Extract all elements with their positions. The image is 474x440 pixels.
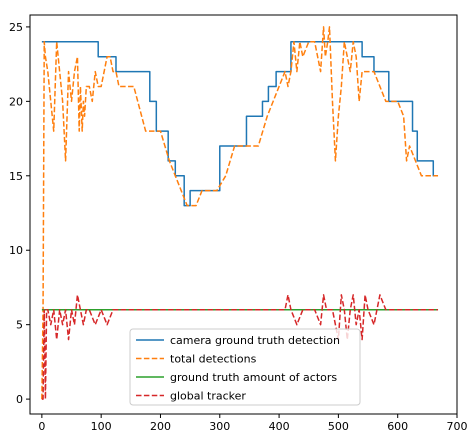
y-tick-label: 15: [9, 170, 23, 183]
series-layer: [41, 26, 439, 400]
y-tick-label: 0: [16, 393, 23, 406]
legend-label-4: global tracker: [170, 390, 246, 403]
x-tick-label: 200: [150, 420, 171, 433]
y-tick-label: 10: [9, 244, 23, 257]
series-line-1: [41, 41, 439, 207]
x-tick-label: 0: [38, 420, 45, 433]
x-tick-label: 700: [447, 420, 468, 433]
x-tick-label: 600: [387, 420, 408, 433]
legend-box: [129, 328, 361, 406]
series-line-4: [41, 294, 439, 400]
x-tick-label: 400: [269, 420, 290, 433]
y-tick-label: 5: [16, 319, 23, 332]
legend-label-1: camera ground truth detection: [170, 334, 340, 347]
y-tick-label: 20: [9, 95, 23, 108]
series-line-2: [41, 26, 439, 400]
x-tick-label: 100: [91, 420, 112, 433]
x-tick-label: 300: [209, 420, 230, 433]
legend-label-2: total detections: [170, 353, 257, 366]
x-tick-label: 500: [328, 420, 349, 433]
ticks-layer: 0 100 200 300 400 500 600 700 0 5 10 15 20 25: [9, 21, 468, 433]
y-tick-label: 25: [9, 21, 23, 34]
axes-frame: [29, 14, 458, 415]
legend-label-3: ground truth amount of actors: [170, 371, 337, 384]
legend: camera ground truth detection total detec…: [129, 328, 361, 406]
